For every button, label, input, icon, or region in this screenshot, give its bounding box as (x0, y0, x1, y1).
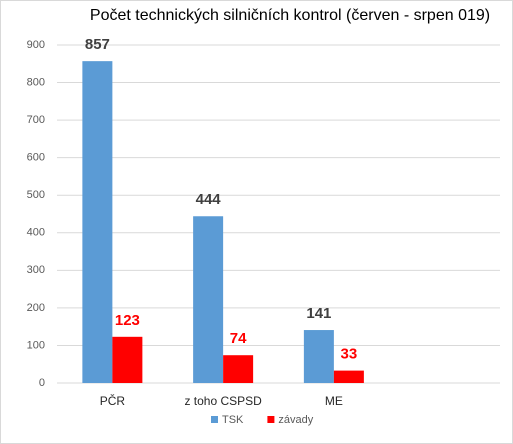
data-label: 857 (85, 36, 110, 53)
x-tick-label: PČR (100, 393, 126, 408)
legend-swatch (267, 416, 275, 423)
legend-label: závady (278, 414, 313, 426)
y-tick-label: 300 (27, 264, 45, 276)
x-tick-label: z toho CSPSD (184, 394, 262, 408)
y-tick-label: 100 (27, 339, 45, 351)
chart-title: Počet technických silničních kontrol (če… (90, 7, 490, 24)
bar (112, 336, 143, 383)
y-tick-label: 0 (39, 377, 45, 389)
x-tick-label: ME (325, 394, 343, 408)
y-tick-label: 600 (27, 152, 45, 164)
y-tick-label: 400 (27, 227, 45, 239)
bar (303, 330, 334, 383)
bar (333, 370, 364, 383)
bar (193, 216, 224, 383)
legend-label: TSK (222, 414, 244, 426)
bar (82, 61, 113, 383)
y-tick-label: 700 (27, 114, 45, 126)
data-label: 33 (341, 346, 358, 363)
data-label: 74 (230, 330, 247, 347)
y-tick-label: 200 (27, 302, 45, 314)
data-label: 141 (306, 305, 331, 322)
y-tick-label: 900 (27, 39, 45, 51)
data-label: 123 (115, 312, 140, 329)
legend-swatch (211, 416, 218, 423)
y-tick-label: 500 (27, 189, 45, 201)
bar (223, 355, 254, 383)
data-label: 444 (196, 191, 222, 208)
y-tick-label: 800 (27, 76, 45, 88)
